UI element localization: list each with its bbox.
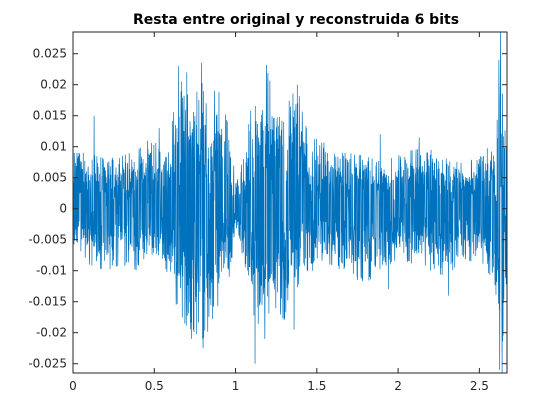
axes: 0 0.5 1 1.5 2 2.50.0250.020.0150.010.0050-0.0… <box>28 31 508 393</box>
plot-area <box>73 32 507 373</box>
y-tick-label: 0.015 <box>33 109 67 123</box>
y-tick-label: -0.015 <box>28 295 67 309</box>
y-tick-label: 0.005 <box>33 171 67 185</box>
x-tick-label: 1.5 <box>307 379 326 393</box>
chart-title: Resta entre original y reconstruida 6 bi… <box>133 12 459 28</box>
y-tick-label: 0.025 <box>33 47 67 61</box>
x-tick-label: 0 <box>69 379 77 393</box>
y-tick-label: 0.01 <box>40 140 67 154</box>
x-tick-label: 2 <box>394 379 402 393</box>
x-tick-label: 1 <box>232 379 240 393</box>
y-tick-label: -0.02 <box>36 326 67 340</box>
y-tick-label: -0.025 <box>28 357 67 371</box>
axes-box <box>72 31 508 374</box>
x-tick-label: 2.5 <box>470 379 489 393</box>
series-line-0 <box>73 32 507 373</box>
y-tick-label: 0.02 <box>40 78 67 92</box>
y-tick-label: -0.005 <box>28 233 67 247</box>
y-tick-label: 0 <box>59 202 67 216</box>
y-tick-label: -0.01 <box>36 264 67 278</box>
x-tick-label: 0.5 <box>145 379 164 393</box>
